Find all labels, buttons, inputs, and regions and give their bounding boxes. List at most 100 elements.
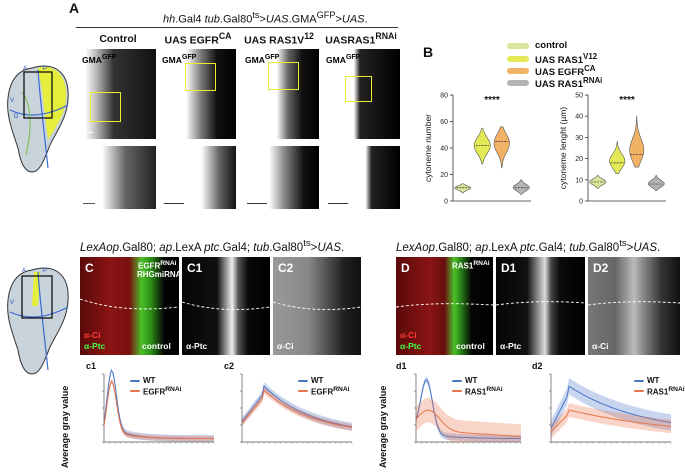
- image-d-merge: D RAS1RNAi α-Ci α-Ptc control: [396, 257, 493, 355]
- ko-band: [551, 403, 671, 439]
- label-d1: d1: [396, 361, 407, 371]
- image-ras-top: GMAGFP: [242, 49, 319, 139]
- legend-ras1v12: UAS RAS1V12: [507, 52, 597, 66]
- legend-d2-ko: RAS1RNAi: [634, 386, 685, 397]
- marker-label: GMAGFP: [82, 53, 117, 65]
- violin-UAS RAS1RNAi: [512, 179, 530, 195]
- ko-line: [241, 389, 353, 428]
- genotype-underline: [76, 27, 398, 28]
- y-tick-label: 80: [440, 93, 448, 100]
- panel-a-genotype: hh.Gal4 tub.Gal80ts>UAS.GMAGFP>UAS.: [163, 10, 368, 26]
- ci-label: α-Ci: [277, 341, 294, 351]
- label-d2: d2: [532, 361, 543, 371]
- legend-d1-ko: RAS1RNAi: [452, 386, 503, 397]
- y-tick-label: 10: [575, 177, 583, 184]
- panel-c1-letter: C1: [187, 261, 203, 275]
- y-tick-label: 40: [440, 146, 448, 153]
- swatch: [298, 390, 308, 393]
- ko-band: [416, 397, 521, 442]
- legend-c1-wt: WT: [130, 376, 155, 385]
- dv-boundary: [182, 301, 270, 311]
- violin-cytoneme-length: 0 10 20 30 40 50 cytoneme lenght (µm) ****: [558, 93, 666, 206]
- violin-UAS RAS1V12: [609, 141, 626, 174]
- swatch: [452, 379, 462, 382]
- dv-boundary: [273, 301, 361, 311]
- swatch: [452, 390, 462, 393]
- panel-d2-letter: D2: [593, 261, 609, 275]
- panel-b-letter: B: [423, 44, 434, 60]
- scale-bar: [83, 131, 93, 133]
- violin-cytoneme-number: 0 20 40 60 80 cytoneme number ****: [423, 93, 531, 206]
- y-tick-label: 0: [579, 199, 583, 206]
- violin-control: [454, 183, 472, 194]
- ptc-label: α-Ptc: [84, 341, 106, 351]
- ci-label: α-Ci: [400, 330, 417, 340]
- image-d1-ptc: D1 α-Ptc: [496, 257, 585, 355]
- y-axis-label: cytoneme number: [423, 114, 433, 182]
- wt-band: [242, 382, 352, 431]
- legend-swatch: [507, 80, 529, 87]
- legend-c2-ko: EGFRRNAi: [298, 386, 350, 397]
- wt-band: [104, 373, 214, 442]
- label-p: P: [43, 66, 47, 72]
- label-c1: c1: [86, 361, 97, 371]
- label-p: P: [43, 268, 47, 274]
- marker-label: GMAGFP: [326, 53, 361, 65]
- y-axis-label: cytoneme lenght (µm): [558, 107, 568, 190]
- image-ras-zoom: [242, 146, 319, 209]
- image-egfr-top: GMAGFP: [159, 49, 236, 139]
- swatch: [130, 390, 140, 393]
- dv-boundary: [496, 301, 585, 306]
- legend-swatch: [507, 42, 529, 49]
- rnai-label-2: RHGmiRNA: [137, 270, 179, 279]
- panel-d1-letter: D1: [501, 261, 517, 275]
- image-c2-ci: C2 α-Ci: [273, 257, 361, 355]
- marker-label: GMAGFP: [162, 53, 197, 65]
- panel-c-genotype: LexAop.Gal80; ap.LexA ptc.Gal4; tub.Gal8…: [80, 238, 345, 254]
- panel-d-genotype: LexAop.Gal80; ap.LexA ptc.Gal4; tub.Gal8…: [396, 238, 661, 254]
- violin-UAS EGFRCA: [493, 126, 510, 169]
- swatch: [634, 390, 644, 393]
- profile-c1: [102, 368, 215, 444]
- legend-swatch: [507, 68, 529, 75]
- ptc-label: α-Ptc: [186, 341, 208, 351]
- legend-egfrca: UAS EGFRCA: [507, 64, 596, 78]
- zoom-box: [90, 92, 121, 122]
- y-tick-label: 40: [575, 114, 583, 121]
- col-title-control: Control: [99, 33, 137, 45]
- panel-c2-letter: C2: [278, 261, 294, 275]
- zoom-box: [268, 62, 299, 90]
- legend-ras1rnai: UAS RAS1RNAi: [507, 76, 602, 90]
- y-tick-label: 20: [440, 172, 448, 179]
- legend-d2-wt: WT: [634, 376, 659, 385]
- ylabel-d: Average gray value: [378, 385, 388, 468]
- zoom-box: [185, 63, 216, 91]
- y-tick-label: 20: [575, 156, 583, 163]
- ptc-label: α-Ptc: [400, 341, 422, 351]
- panel-d-letter: D: [401, 261, 410, 275]
- swatch: [130, 379, 140, 382]
- swatch: [634, 379, 644, 382]
- label-a: A: [22, 268, 26, 274]
- panel-c-letter: C: [85, 261, 94, 275]
- violin-UAS RAS1RNAi: [647, 175, 665, 191]
- scale-bar: [164, 202, 184, 204]
- marker-label: GMAGFP: [245, 53, 280, 65]
- significance-stars: ****: [484, 95, 500, 106]
- image-c1-ptc: C1 α-Ptc: [182, 257, 270, 355]
- legend-control: control: [507, 40, 567, 51]
- wt-line: [241, 385, 353, 428]
- legend-d1-wt: WT: [452, 376, 477, 385]
- ptc-label: α-Ptc: [500, 341, 522, 351]
- wt-line: [103, 368, 215, 440]
- wt-line: [415, 378, 522, 439]
- legend-c1-ko: EGFRRNAi: [130, 386, 182, 397]
- scale-bar: [247, 202, 267, 204]
- ci-label: α-Ci: [84, 330, 101, 340]
- swatch: [298, 379, 308, 382]
- ko-line: [550, 409, 672, 433]
- y-tick-label: 50: [575, 93, 583, 100]
- scale-bar: [328, 202, 348, 204]
- legend-swatch: [507, 56, 529, 63]
- ko-band: [242, 386, 352, 431]
